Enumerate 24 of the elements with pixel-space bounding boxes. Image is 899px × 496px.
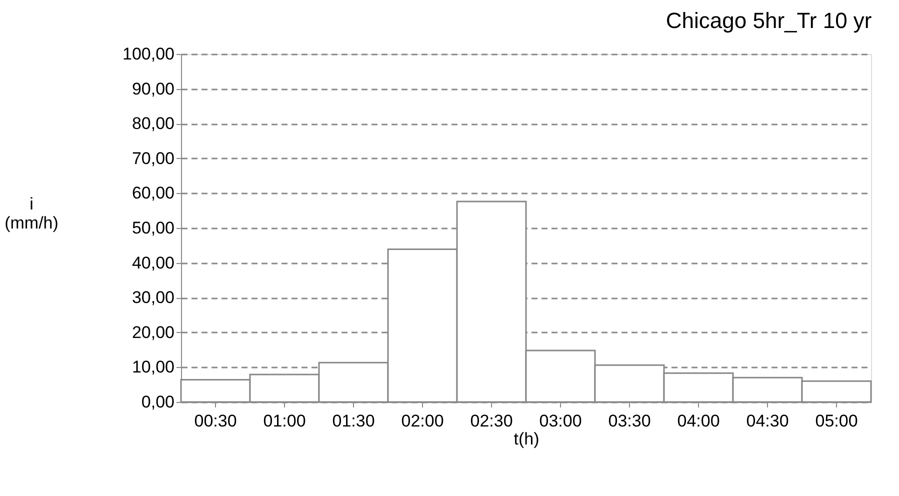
x-tick-label: 01:30 (332, 412, 375, 430)
x-tick-label: 03:30 (608, 412, 651, 430)
y-tick-label: 20,00 (132, 322, 174, 342)
x-tick-label: 01:00 (263, 412, 306, 430)
x-tick-label: 02:00 (401, 412, 444, 430)
y-tick-label: 30,00 (132, 288, 174, 308)
y-tick-label: 0,00 (141, 392, 174, 412)
x-tick-label: 05:00 (815, 412, 858, 430)
y-tick-label: 90,00 (132, 79, 174, 98)
y-tick-label: 60,00 (132, 184, 174, 203)
x-tick-label: 00:30 (194, 412, 237, 430)
y-axis-title: i (mm/h) (4, 194, 58, 232)
y-tick-label: 70,00 (132, 148, 174, 168)
y-tick-label: 50,00 (132, 218, 174, 238)
y-tick-label: 100,00 (122, 44, 174, 64)
y-tick-label: 40,00 (132, 253, 174, 272)
x-tick-label: 02:30 (470, 412, 513, 430)
x-tick-label: 03:00 (539, 412, 582, 430)
x-tick-label: 04:00 (677, 412, 720, 430)
x-axis-title: t(h) (514, 430, 540, 448)
x-tick-label: 04:30 (746, 412, 789, 430)
y-tick-label: 80,00 (132, 114, 174, 134)
chart-title: Chicago 5hr_Tr 10 yr (666, 8, 872, 33)
y-tick-label: 10,00 (132, 358, 174, 377)
